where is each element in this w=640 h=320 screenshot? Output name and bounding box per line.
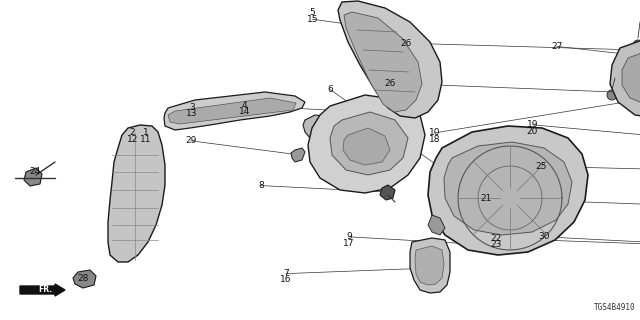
Text: 7: 7 (284, 269, 289, 278)
Text: 12: 12 (127, 135, 138, 144)
Text: 13: 13 (186, 109, 198, 118)
Text: 23: 23 (490, 240, 502, 249)
Text: 15: 15 (307, 15, 318, 24)
Text: 9: 9 (346, 232, 351, 241)
Text: FR.: FR. (38, 285, 52, 294)
Polygon shape (410, 238, 450, 293)
Text: 28: 28 (77, 274, 89, 283)
Text: 6: 6 (328, 85, 333, 94)
Text: 1: 1 (143, 128, 148, 137)
Text: 25: 25 (535, 162, 547, 171)
Polygon shape (428, 126, 588, 255)
Polygon shape (330, 112, 408, 175)
Polygon shape (380, 185, 395, 200)
Polygon shape (108, 125, 165, 262)
Polygon shape (338, 1, 442, 118)
Circle shape (607, 90, 617, 100)
Text: 26: 26 (401, 39, 412, 48)
Polygon shape (415, 246, 444, 285)
Text: 19: 19 (527, 120, 538, 129)
Text: 5: 5 (310, 8, 315, 17)
Text: 14: 14 (239, 108, 250, 116)
Polygon shape (168, 98, 296, 124)
Text: 21: 21 (481, 194, 492, 203)
Circle shape (130, 157, 140, 167)
Text: 17: 17 (343, 239, 355, 248)
Polygon shape (452, 175, 480, 198)
Polygon shape (610, 38, 640, 118)
Text: 10: 10 (429, 128, 441, 137)
Text: 8: 8 (259, 181, 264, 190)
Polygon shape (444, 142, 572, 235)
Text: 27: 27 (551, 42, 563, 51)
Polygon shape (24, 168, 42, 186)
Polygon shape (344, 12, 422, 112)
Text: 3: 3 (189, 103, 195, 112)
Polygon shape (428, 215, 445, 235)
Polygon shape (622, 50, 640, 104)
Circle shape (130, 190, 140, 200)
Circle shape (77, 277, 87, 287)
Polygon shape (120, 138, 127, 150)
Text: 20: 20 (527, 127, 538, 136)
Circle shape (633, 40, 640, 50)
Polygon shape (131, 140, 138, 153)
Text: 11: 11 (140, 135, 152, 144)
Polygon shape (164, 92, 305, 130)
Text: 30: 30 (538, 232, 550, 241)
Text: 4: 4 (242, 101, 247, 110)
Circle shape (130, 223, 140, 233)
Polygon shape (291, 148, 305, 162)
Polygon shape (343, 128, 390, 165)
Polygon shape (303, 115, 328, 138)
Polygon shape (73, 270, 96, 288)
Text: 16: 16 (280, 276, 292, 284)
Text: TGS4B4910: TGS4B4910 (593, 303, 635, 312)
Text: 26: 26 (385, 79, 396, 88)
Polygon shape (308, 95, 425, 193)
Text: 29: 29 (185, 136, 196, 145)
FancyArrow shape (20, 284, 65, 296)
Text: 18: 18 (429, 135, 441, 144)
Text: 2: 2 (130, 128, 135, 137)
Text: 24: 24 (29, 167, 41, 176)
Text: 22: 22 (490, 234, 502, 243)
